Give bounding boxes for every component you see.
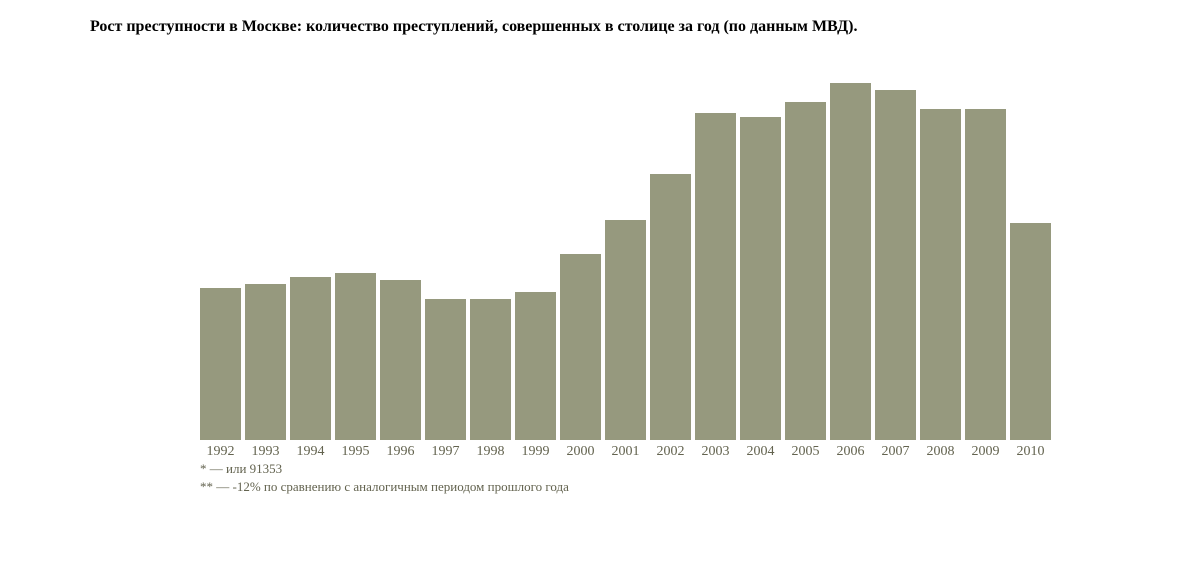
x-axis-label: 2002 [650,444,691,460]
bar [605,220,646,440]
x-axis-label: 2007 [875,444,916,460]
bar [875,90,916,440]
bar [515,292,556,440]
bar [335,273,376,440]
bar [920,109,961,440]
x-axis-label: 1999 [515,444,556,460]
bars-row [200,60,1055,440]
x-axis-label: 2010 [1010,444,1051,460]
x-axis-label: 2005 [785,444,826,460]
x-axis-label: 1998 [470,444,511,460]
bar [650,174,691,440]
chart-title: Рост преступности в Москве: количество п… [0,0,1200,36]
bar [380,280,421,440]
bar [200,288,241,440]
bar [425,299,466,440]
bar [470,299,511,440]
note-line-1: * — или 91353 [200,460,569,478]
x-axis-label: 1992 [200,444,241,460]
x-axis-label: 2008 [920,444,961,460]
bar [965,109,1006,440]
x-axis-label: 2000 [560,444,601,460]
bar [695,113,736,440]
x-axis-label: 1995 [335,444,376,460]
bar [1010,223,1051,440]
x-axis-label: 1997 [425,444,466,460]
bar [740,117,781,440]
x-axis-label: 2006 [830,444,871,460]
bar [245,284,286,440]
x-axis-label: 2009 [965,444,1006,460]
x-axis-label: 2001 [605,444,646,460]
x-axis-label: 1996 [380,444,421,460]
x-axis-labels: 1992199319941995199619971998199920002001… [200,444,1055,460]
bar [830,83,871,440]
x-axis-label: 2003 [695,444,736,460]
x-axis-label: 1994 [290,444,331,460]
bar [560,254,601,440]
bar [785,102,826,440]
chart-notes: * — или 91353 ** — -12% по сравнению с а… [200,460,569,496]
x-axis-label: 2004 [740,444,781,460]
bar [290,277,331,440]
x-axis-label: 1993 [245,444,286,460]
bar-chart: 1992199319941995199619971998199920002001… [200,60,1055,440]
note-line-2: ** — -12% по сравнению с аналогичным пер… [200,478,569,496]
